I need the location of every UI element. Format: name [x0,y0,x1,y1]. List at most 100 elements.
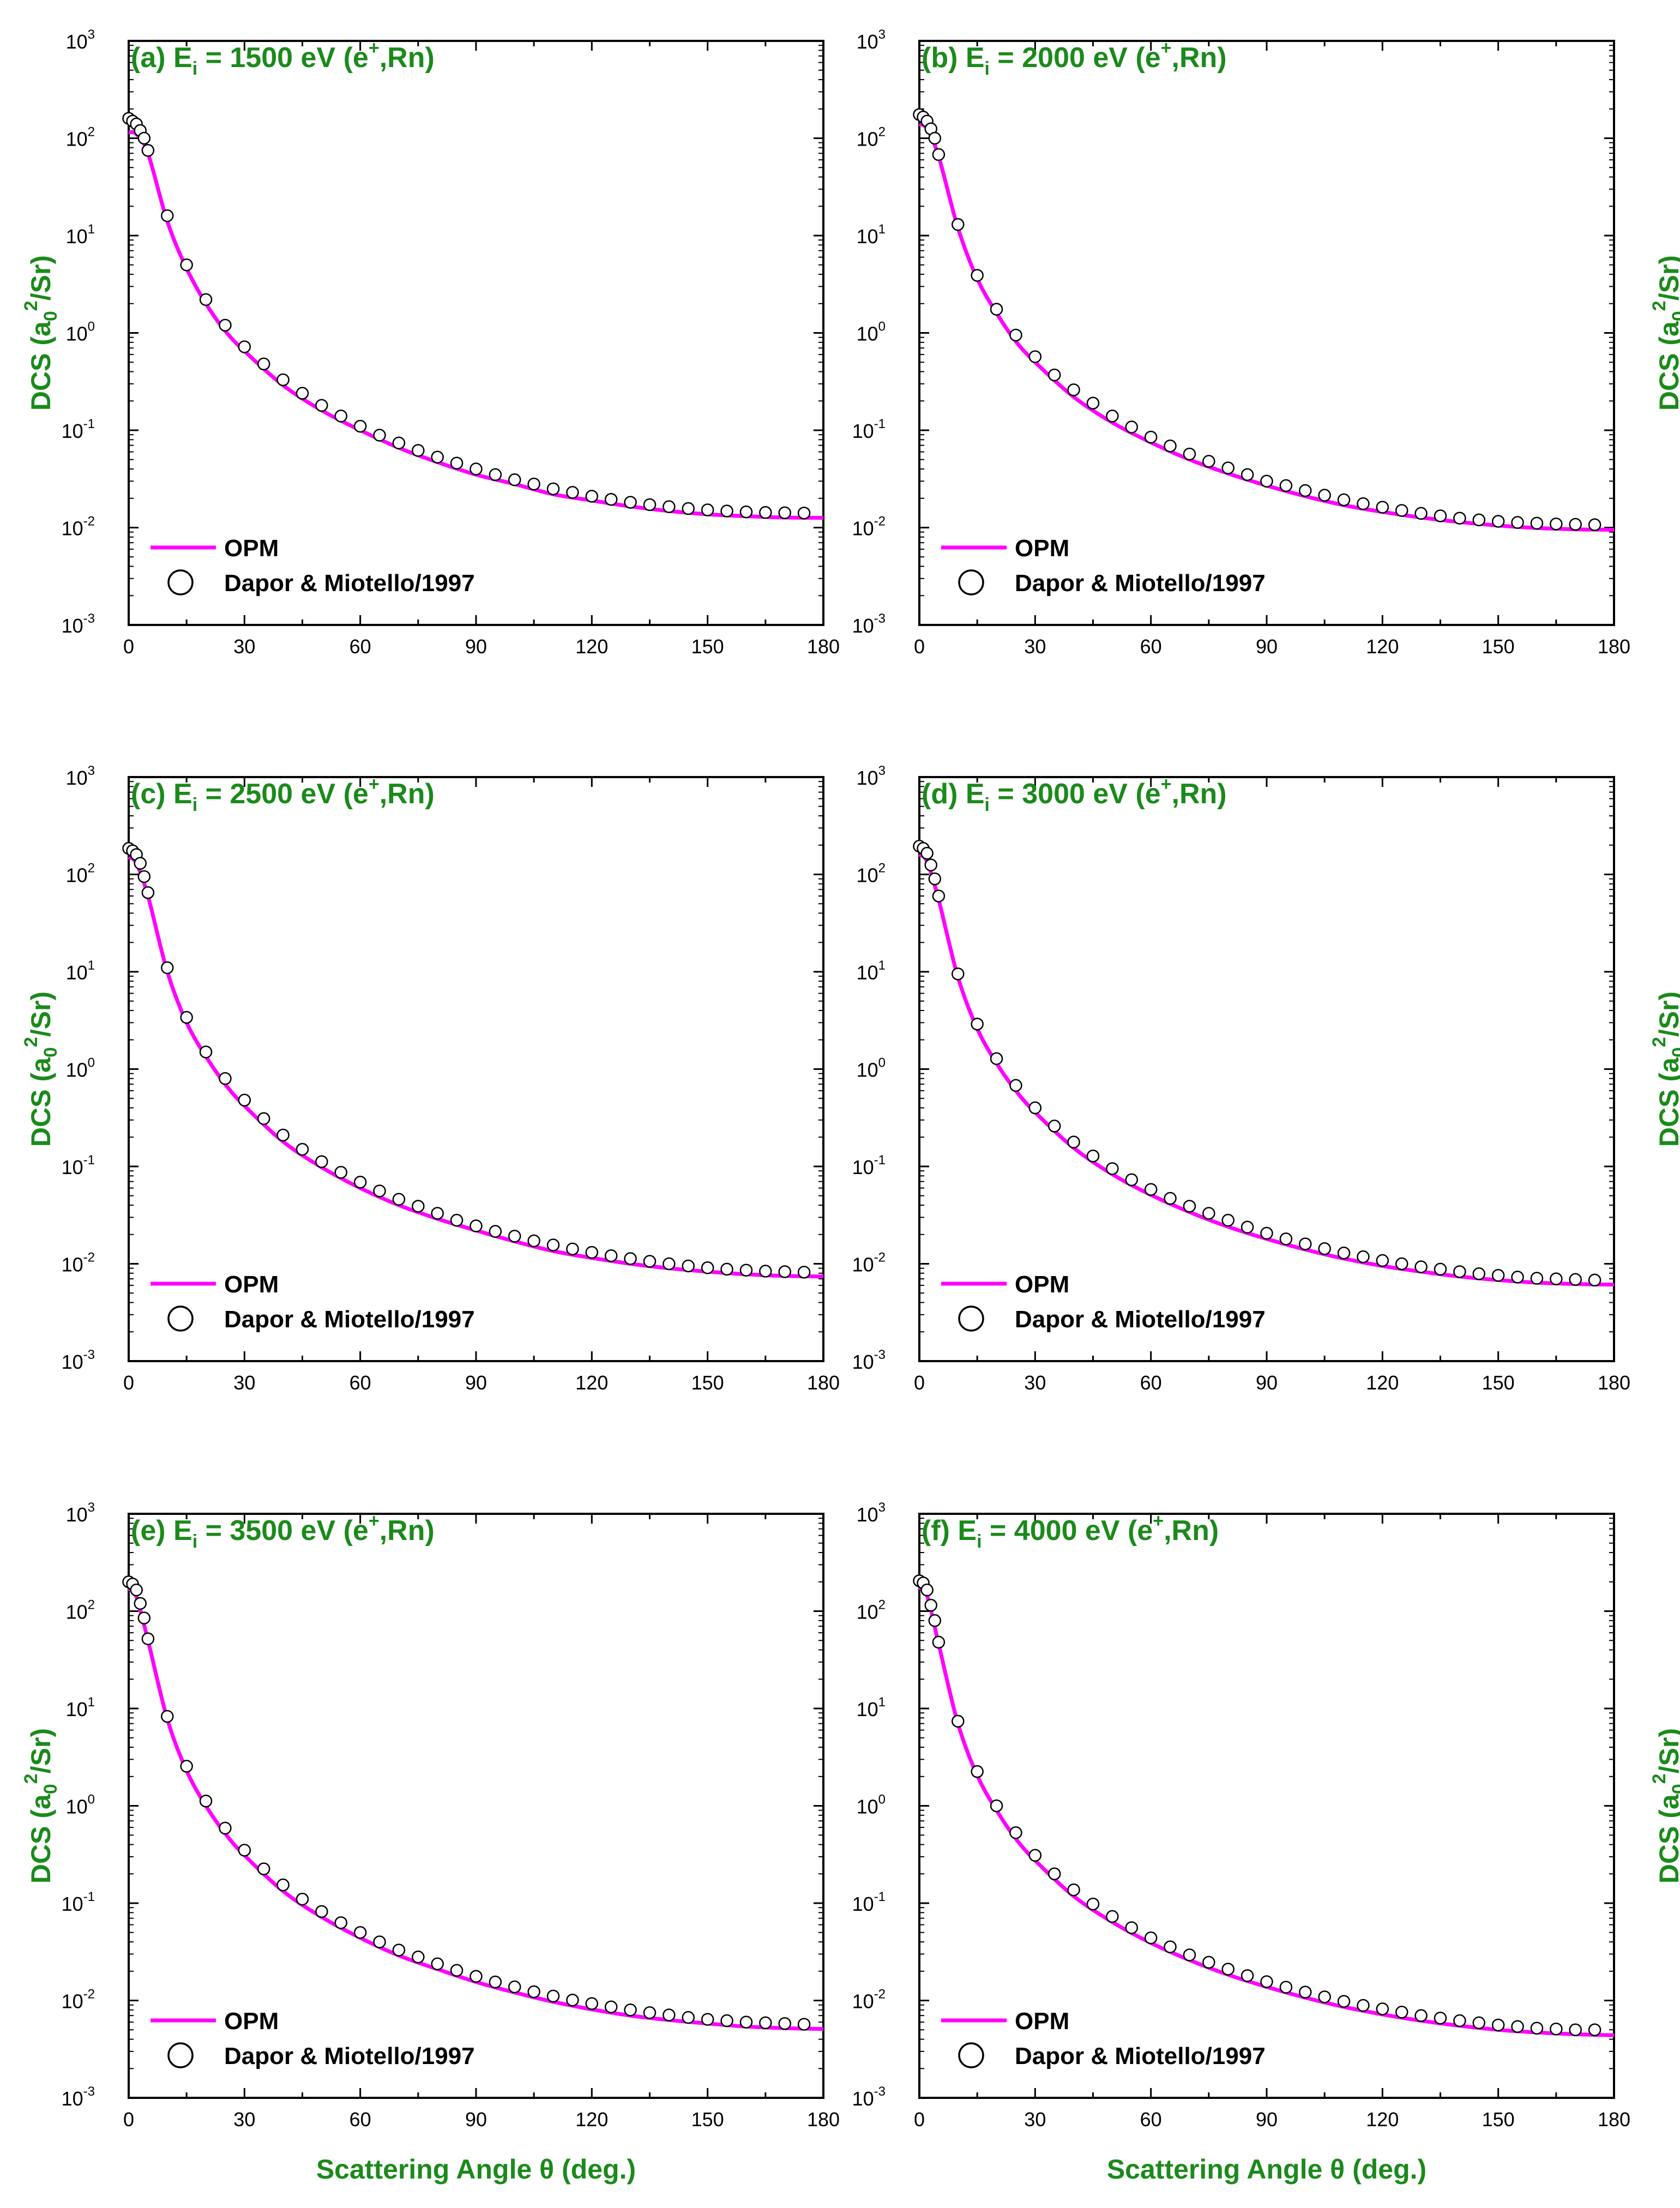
x-tick-label: 60 [350,2108,371,2131]
dapor-data-point [1009,1826,1022,1839]
y-tick-label: 101 [66,1695,95,1720]
dapor-data-point [1047,368,1061,382]
dapor-data-point [778,2017,791,2030]
dapor-data-point [137,131,151,145]
dapor-data-point [1453,2014,1466,2027]
dapor-data-point [1569,1273,1582,1286]
dapor-data-point [1588,2023,1601,2036]
dapor-data-point [566,486,579,499]
dapor-data-point [1472,2016,1486,2030]
panel-title: (c) Ei = 2500 eV (e+,Rn) [131,774,435,815]
dapor-data-point [199,293,213,306]
dapor-data-point [1550,518,1563,531]
dapor-data-point [1337,1247,1351,1260]
dapor-data-point [392,436,406,450]
dapor-data-point [1376,501,1389,514]
y-tick-label: 10-3 [852,2084,886,2110]
dapor-data-point [624,496,637,509]
dapor-data-point [1028,1101,1042,1115]
dapor-data-point [469,1219,483,1232]
legend-label-opm: OPM [1015,2008,1069,2035]
dapor-data-point [1299,1237,1312,1250]
x-tick-label: 120 [1366,2108,1399,2131]
dapor-data-point [257,1112,270,1126]
dapor-data-point [1028,1849,1042,1862]
dapor-data-point [373,1935,386,1948]
y-tick-label: 10-3 [852,1347,886,1373]
legend-marker-swatch [167,569,194,595]
legend-label-dapor: Dapor & Miotello/1997 [224,570,475,597]
x-tick-label: 30 [1024,1371,1046,1394]
dapor-data-point [566,1242,579,1256]
dapor-data-point [1337,1995,1351,2008]
opm-series-line [918,122,1615,532]
dapor-data-point [624,2004,637,2017]
dapor-data-point [1279,479,1293,492]
legend-label-opm: OPM [224,535,279,562]
dapor-data-point [161,209,174,222]
dapor-data-point [412,1950,425,1964]
dapor-data-point [1221,461,1235,474]
dapor-data-point [663,500,676,513]
x-tick-label: 120 [575,635,608,658]
dapor-data-point [663,2008,676,2022]
dapor-data-point [797,1266,811,1279]
dapor-data-point [1047,1120,1061,1133]
x-tick-label: 120 [575,2108,608,2131]
dapor-data-point [134,857,147,870]
dapor-data-point [469,462,483,476]
y-tick-label: 10-2 [852,514,886,540]
dapor-data-point [315,1905,328,1918]
dapor-data-point [1164,1192,1177,1205]
x-tick-label: 0 [123,635,134,658]
dapor-data-point [928,872,942,886]
dapor-data-point [1472,1267,1486,1280]
dapor-data-point [1414,1260,1428,1273]
y-tick-label: 101 [66,222,95,248]
dapor-data-point [141,1632,155,1645]
dapor-data-point [334,410,348,423]
y-axis-label: DCS (a02/Sr) [1649,1728,1680,1884]
dapor-data-point [1009,1079,1022,1092]
y-tick-label: 101 [857,1695,886,1720]
dapor-data-point [1395,2006,1408,2019]
dapor-data-point [412,444,425,457]
dapor-data-point [373,1184,386,1198]
dapor-data-point [1202,455,1215,468]
x-tick-label: 180 [807,1371,840,1394]
x-axis-label: Scattering Angle θ (deg.) [1107,2154,1426,2185]
y-tick-label: 10-2 [852,1987,886,2013]
y-tick-label: 101 [857,222,886,248]
y-tick-label: 101 [66,958,95,984]
dapor-data-point [1260,1975,1273,1988]
dapor-data-point [1530,516,1544,530]
dapor-data-point [1183,1200,1196,1213]
panel-e: 0 30 60 90 120 150 180 10-3 10-2 10-1 100 101 102 103… [21,1500,840,2185]
dapor-data-point [1164,440,1177,453]
x-tick-label: 60 [1140,2108,1162,2131]
legend-label-opm: OPM [224,2008,279,2035]
dapor-data-point [412,1200,425,1213]
x-tick-label: 30 [233,635,255,658]
dapor-data-point [990,1052,1003,1066]
y-tick-label: 10-2 [852,1250,886,1276]
x-tick-label: 0 [123,2108,134,2131]
dapor-data-point [257,357,270,371]
dapor-data-point [161,961,174,974]
dapor-data-point [238,1093,251,1107]
y-axis-label: DCS (a02/Sr) [21,991,61,1147]
dapor-data-point [134,1597,147,1610]
x-tick-label: 90 [1256,1371,1278,1394]
y-tick-label: 102 [857,125,886,151]
y-tick-label: 103 [857,27,886,53]
dapor-data-point [952,218,965,231]
dapor-data-point [546,482,560,496]
dapor-data-point [180,1760,193,1773]
y-tick-label: 10-2 [62,1987,95,2013]
dapor-data-point [682,2011,695,2024]
y-tick-label: 100 [857,1792,886,1818]
dapor-data-point [219,318,232,332]
opm-series-line [127,1587,824,2031]
dapor-data-point [1202,1956,1215,1969]
dapor-data-point [1357,1999,1370,2012]
